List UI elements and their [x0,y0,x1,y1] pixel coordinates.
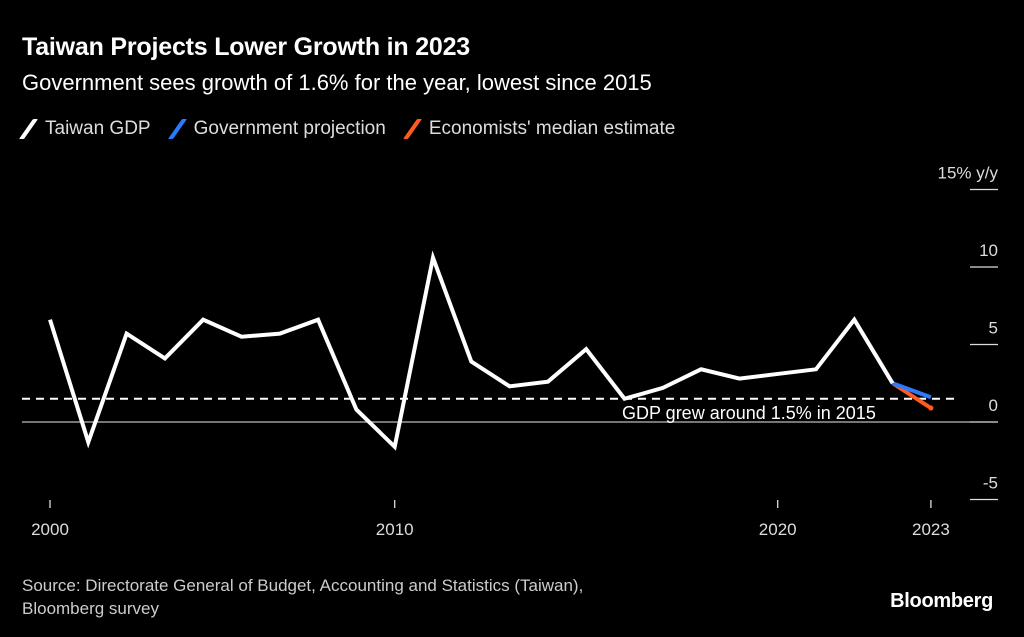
chart-title: Taiwan Projects Lower Growth in 2023 [22,33,471,61]
series-line-government-projection [891,381,932,400]
annotation-2015: GDP grew around 1.5% in 2015 [622,403,876,423]
bloomberg-logo: Bloomberg [890,590,993,612]
legend-label: Government projection [193,118,386,139]
legend-label: Economists' median estimate [428,118,676,139]
series-lines [48,250,934,451]
legend-label: Taiwan GDP [45,118,151,139]
legend: Taiwan GDP Government projection Economi… [18,118,693,140]
reference-lines [22,397,998,423]
y-tick-label: 10 [979,241,998,260]
source-line-2: Bloomberg survey [22,599,160,618]
source-line-1: Source: Directorate General of Budget, A… [22,576,584,595]
legend-item-economists-estimate: Economists' median estimate [402,118,676,140]
y-tick-label: 0 [989,396,998,415]
x-axis: 2000 2010 2020 2023 [31,500,950,539]
x-tick-label: 2020 [759,520,797,539]
legend-item-government-projection: Government projection [167,118,386,140]
x-tick-label: 2000 [31,520,69,539]
y-tick-label: -5 [983,474,998,493]
y-axis: 15% y/y 10 5 0 -5 [938,164,999,501]
y-tick-label: 5 [989,319,998,338]
economists-estimate-end-dot [928,405,934,411]
x-tick-label: 2010 [376,520,414,539]
legend-item-taiwan-gdp: Taiwan GDP [18,118,151,140]
y-tick-label: 15% y/y [938,164,999,183]
chart-subtitle: Government sees growth of 1.6% for the y… [22,70,652,95]
source-note: Source: Directorate General of Budget, A… [22,574,583,620]
x-tick-label: 2023 [912,520,950,539]
